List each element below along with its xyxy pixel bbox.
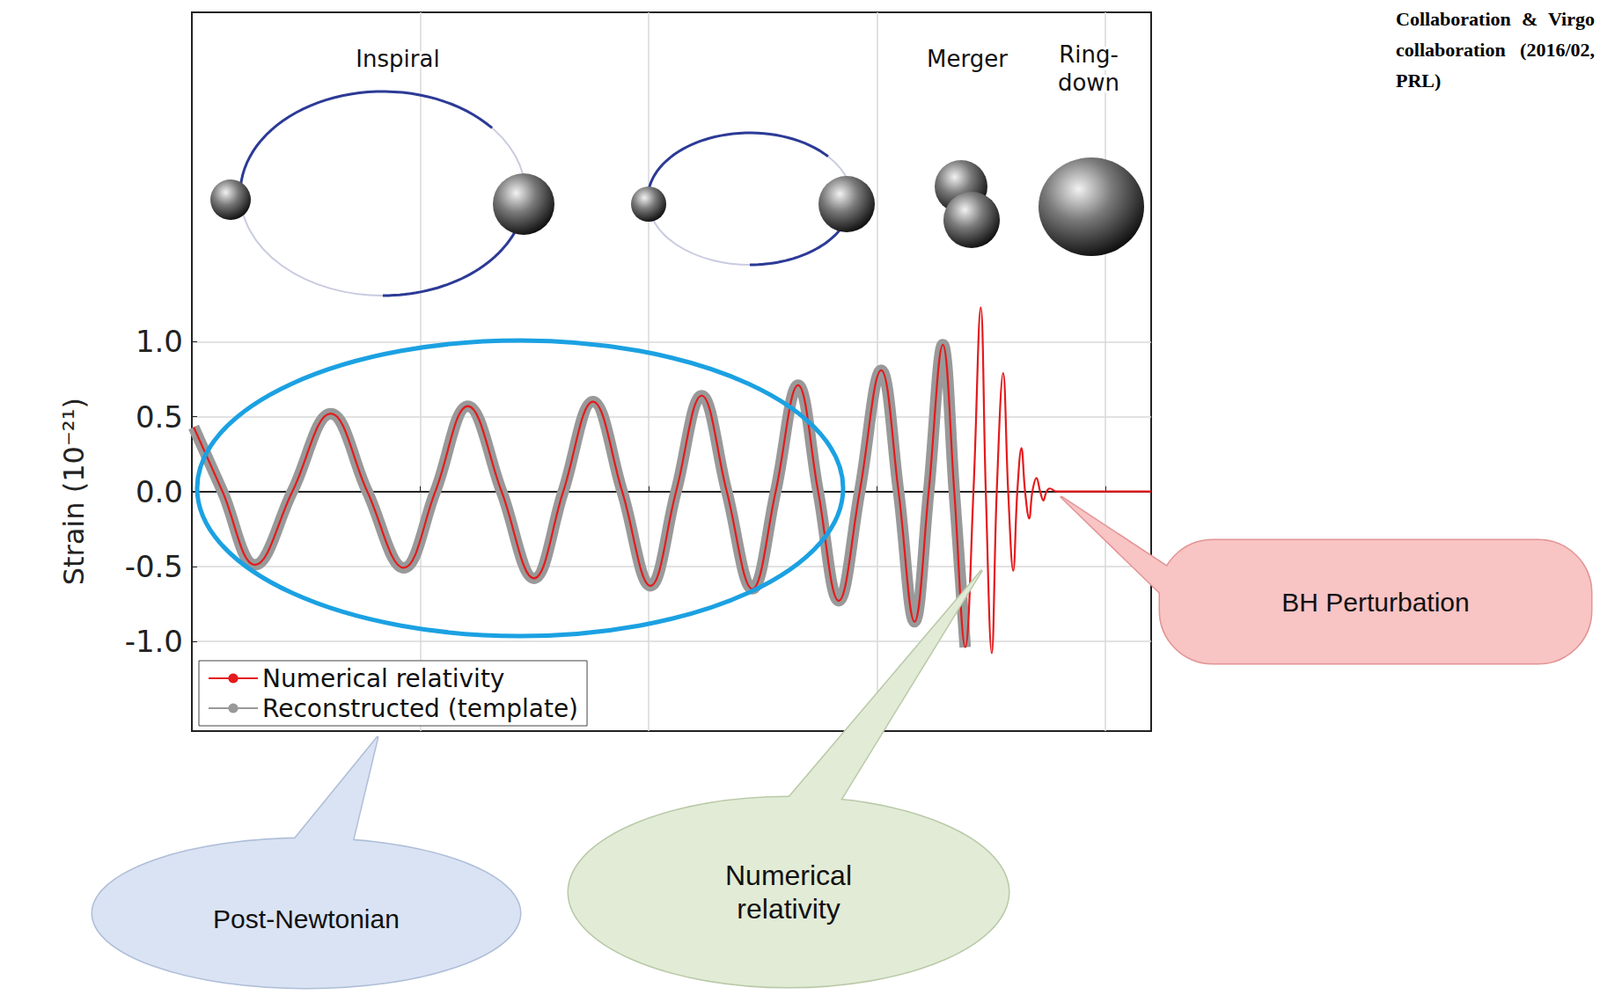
svg-text:Reconstructed (template): Reconstructed (template): [262, 694, 579, 724]
svg-text:Inspiral: Inspiral: [355, 45, 440, 73]
svg-text:-0.5: -0.5: [124, 549, 184, 585]
svg-text:Numericalrelativity: Numericalrelativity: [725, 859, 852, 925]
html-text:Collaboration & Virgo collabor: Collaboration & Virgo collaboration (201…: [1395, 7, 1595, 92]
svg-text:1.0: 1.0: [135, 323, 184, 360]
svg-text:Merger: Merger: [926, 45, 1008, 73]
svg-text:BH Perturbation: BH Perturbation: [1281, 587, 1469, 617]
svg-text:Numerical relativity: Numerical relativity: [262, 664, 505, 694]
svg-text:0.0: 0.0: [135, 474, 184, 510]
svg-text:0.5: 0.5: [135, 399, 184, 435]
svg-text:-1.0: -1.0: [124, 623, 184, 660]
svg-text:Post-Newtonian: Post-Newtonian: [212, 904, 400, 934]
svg-text:Strain (10⁻²¹): Strain (10⁻²¹): [57, 397, 91, 586]
svg-text:Ring-down: Ring-down: [1057, 41, 1120, 96]
